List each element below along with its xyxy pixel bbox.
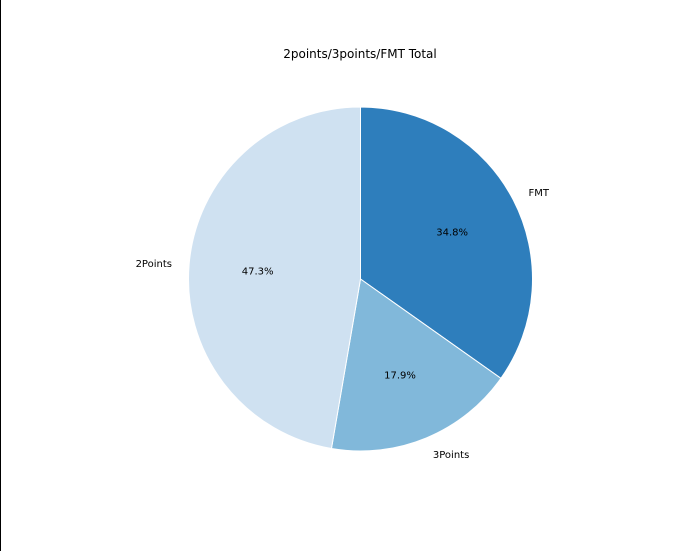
slice-percent-3points: 17.9% [384, 370, 416, 381]
slice-percent-2points: 47.3% [242, 266, 274, 277]
pie-slices [188, 106, 533, 452]
pie-labels: FMT 34.8% 3Points 17.9% 2Points 47.3% [136, 188, 550, 461]
slice-label-fmt: FMT [529, 188, 550, 199]
slice-percent-fmt: 34.8% [436, 228, 468, 239]
pie-slice-2points [188, 106, 361, 450]
chart-title: 2points/3points/FMT Total [283, 47, 437, 61]
pie-slice-3points [330, 278, 502, 452]
slice-label-3points: 3Points [433, 450, 469, 461]
pie-slice-fmt [360, 106, 533, 380]
slice-label-2points: 2Points [136, 259, 172, 270]
